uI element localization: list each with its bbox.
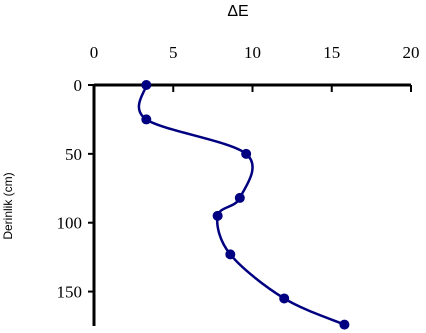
y-tick-labels: 0 50 100 150 <box>57 76 83 302</box>
y-tick-label: 0 <box>74 76 83 95</box>
y-tick-label: 50 <box>65 145 82 164</box>
y-axis-title: Derinlik (cm) <box>1 172 15 239</box>
x-tick-label: 5 <box>169 43 178 62</box>
data-point <box>339 319 350 330</box>
data-point <box>141 114 152 125</box>
data-point <box>141 80 152 90</box>
data-point <box>225 249 236 260</box>
x-tick-label: 0 <box>90 43 99 62</box>
x-tick-label: 20 <box>403 43 420 62</box>
x-tick-label: 15 <box>323 43 340 62</box>
data-point <box>279 293 290 304</box>
series-line <box>137 84 345 326</box>
series-layer <box>137 80 350 330</box>
axes <box>88 83 412 326</box>
x-tick-labels: 0 5 10 15 20 <box>90 43 420 62</box>
data-point <box>241 148 252 159</box>
x-axis-title: ΔE <box>227 3 248 20</box>
data-point <box>212 210 223 221</box>
x-tick-label: 10 <box>244 43 261 62</box>
y-tick-label: 100 <box>57 214 83 233</box>
data-point <box>234 192 245 203</box>
y-tick-label: 150 <box>57 283 83 302</box>
